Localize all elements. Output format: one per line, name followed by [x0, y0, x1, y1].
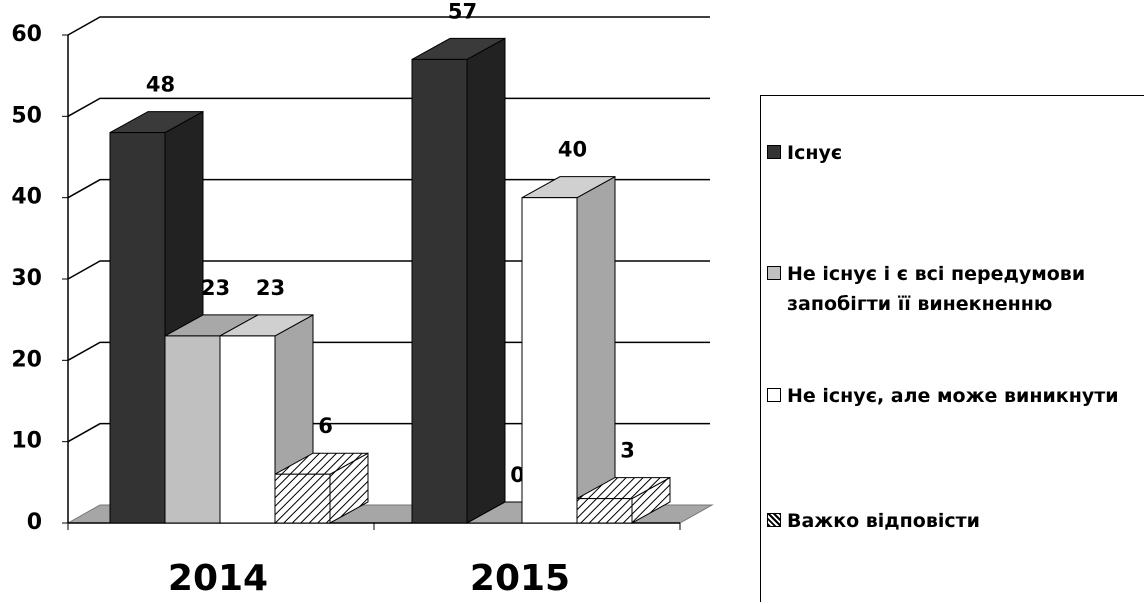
x-tick-label: 2014: [168, 558, 268, 599]
y-tick-label: 20: [11, 347, 42, 372]
bar-front: [164, 335, 221, 524]
grid-line: [67, 178, 710, 199]
legend-label: Важко відповісти: [787, 510, 980, 532]
y-tick-label: 10: [11, 429, 42, 454]
legend-swatch: [767, 513, 781, 527]
value-label: 23: [201, 276, 230, 300]
value-label: 40: [558, 138, 587, 162]
legend-label: Існує: [787, 142, 843, 164]
y-tick-label: 60: [11, 22, 42, 47]
bar-front: [109, 132, 166, 524]
y-tick-label: 0: [27, 510, 42, 535]
y-tick-label: 40: [11, 185, 42, 210]
legend-label: Не існує і є всі передумови запобігти її…: [787, 263, 1086, 315]
legend-swatch: [767, 145, 781, 159]
legend: Існує Не існує і є всі передумови запобіг…: [760, 95, 1144, 602]
bar: [411, 37, 506, 524]
value-label: 0: [510, 463, 525, 487]
bar: [521, 175, 616, 524]
legend-item: Важко відповісти: [767, 506, 1137, 536]
legend-item: Існує: [767, 138, 1137, 168]
y-tick-label: 30: [11, 266, 42, 291]
grid-line: [67, 341, 710, 361]
bar-side: [466, 37, 506, 524]
value-label: 6: [318, 414, 333, 438]
legend-item: Не існує, але може виникнути: [767, 381, 1137, 411]
grid-line: [67, 16, 710, 36]
bar: [576, 476, 671, 524]
value-label: 48: [146, 73, 175, 97]
legend-swatch: [767, 266, 781, 280]
grid-line: [67, 97, 710, 117]
bar-front: [521, 197, 578, 524]
value-label: 3: [620, 439, 635, 463]
bar: [274, 452, 369, 524]
bar-front: [219, 335, 276, 524]
value-label: 57: [448, 0, 477, 23]
bar-front: [411, 58, 468, 524]
legend-swatch: [767, 388, 781, 402]
value-label: 23: [256, 276, 285, 300]
legend-item: Не існує і є всі передумови запобігти її…: [767, 259, 1137, 319]
x-tick-label: 2015: [470, 558, 570, 599]
grid-line: [67, 422, 710, 443]
bar-front: [274, 473, 331, 524]
y-tick-label: 50: [11, 103, 42, 128]
bar-front: [576, 498, 633, 524]
legend-label: Не існує, але може виникнути: [787, 385, 1119, 407]
grid-line: [67, 260, 710, 280]
bar-side: [576, 175, 616, 524]
